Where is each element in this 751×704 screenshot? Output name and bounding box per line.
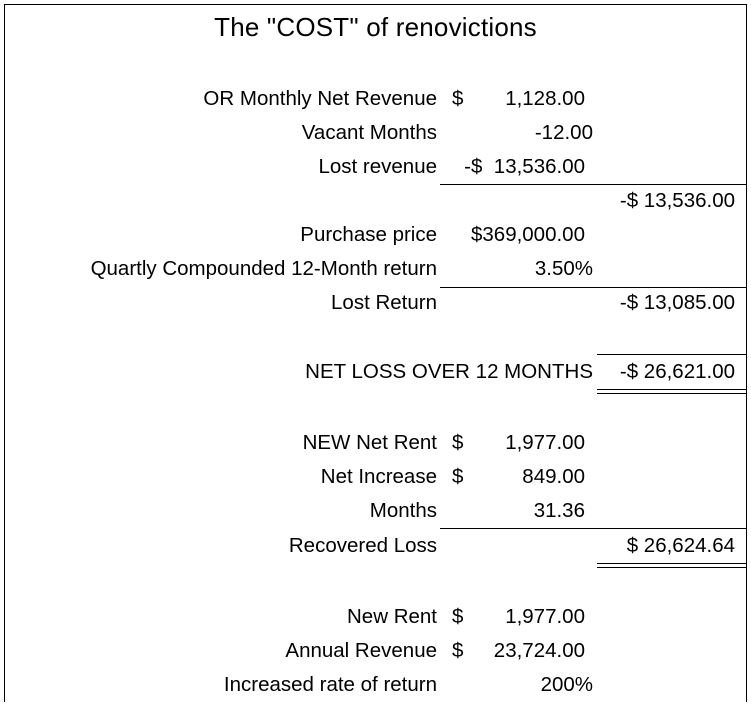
label: Purchase price [300, 223, 437, 246]
divider-line [440, 528, 746, 529]
amount: 23,724.00 [493, 639, 585, 662]
amount: -12.00 [534, 121, 593, 144]
row-net-increase: Net Increase $ 849.00 [0, 465, 751, 495]
sheet-title: The "COST" of renovictions [214, 12, 537, 42]
label: Months [369, 499, 437, 522]
amount: 1,128.00 [505, 87, 585, 110]
currency-symbol: $ [452, 639, 464, 662]
row-months: Months 31.36 [0, 499, 751, 529]
row-new-net-rent: NEW Net Rent $ 1,977.00 [0, 431, 751, 461]
row-new-rent: New Rent $ 1,977.00 [0, 605, 751, 635]
label: Recovered Loss [288, 534, 437, 557]
sheet-border [4, 4, 747, 702]
double-underline [597, 563, 746, 568]
row-purchase-price: Purchase price $369,000.00 [0, 223, 751, 253]
label: Increased rate of return [223, 673, 437, 696]
label: NET LOSS OVER 12 MONTHS [305, 360, 593, 383]
label: Lost Return [331, 291, 437, 314]
row-lost-revenue: Lost revenue -$ 13,536.00 [0, 155, 751, 185]
amount: 31.36 [533, 499, 585, 522]
label: Annual Revenue [285, 639, 437, 662]
row-lost-revenue-total: -$ 13,536.00 [0, 189, 751, 219]
row-lost-return: Lost Return -$ 13,085.00 [0, 291, 751, 321]
amount: 1,977.00 [505, 431, 585, 454]
currency-symbol: $ [452, 431, 464, 454]
amount: 200% [540, 673, 593, 696]
amount: $369,000.00 [470, 223, 585, 246]
divider-line [597, 354, 746, 355]
amount: -$ 13,536.00 [464, 155, 585, 178]
label: NEW Net Rent [302, 431, 437, 454]
label: Quartly Compounded 12-Month return [90, 257, 437, 280]
row-annual-revenue: Annual Revenue $ 23,724.00 [0, 639, 751, 669]
currency-symbol: $ [452, 465, 464, 488]
currency-symbol: $ [452, 605, 464, 628]
amount: 849.00 [522, 465, 585, 488]
amount: 3.50% [534, 257, 593, 280]
row-recovered-loss: Recovered Loss $ 26,624.64 [0, 534, 751, 564]
label: Net Increase [320, 465, 437, 488]
divider-line [440, 287, 746, 288]
label: New Rent [346, 605, 437, 628]
total: -$ 13,085.00 [619, 291, 735, 314]
total: -$ 26,621.00 [619, 360, 735, 383]
label: Lost revenue [318, 155, 437, 178]
total: -$ 13,536.00 [619, 189, 735, 212]
double-underline [597, 389, 746, 394]
total: $ 26,624.64 [626, 534, 735, 557]
amount: 1,977.00 [505, 605, 585, 628]
currency-symbol: $ [452, 87, 464, 110]
divider-line [440, 184, 746, 185]
row-vacant-months: Vacant Months -12.00 [0, 121, 751, 151]
label: Vacant Months [301, 121, 437, 144]
row-net-loss: NET LOSS OVER 12 MONTHS -$ 26,621.00 [0, 360, 751, 390]
row-compounded-return: Quartly Compounded 12-Month return 3.50% [0, 257, 751, 287]
row-monthly-net-revenue: OR Monthly Net Revenue $ 1,128.00 [0, 87, 751, 117]
label: OR Monthly Net Revenue [203, 87, 437, 110]
row-increased-rate-of-return: Increased rate of return 200% [0, 673, 751, 703]
